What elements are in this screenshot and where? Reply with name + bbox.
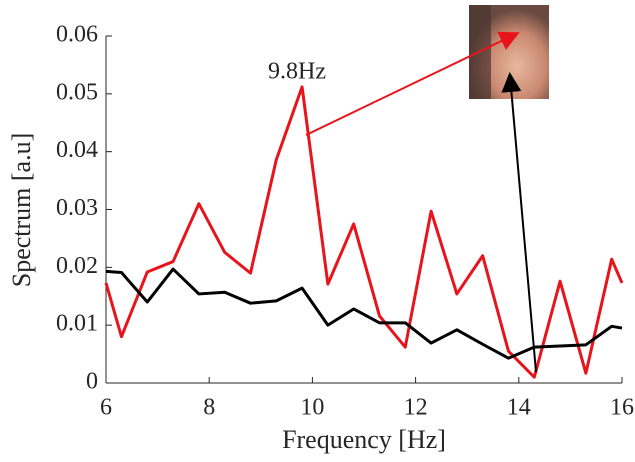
black-arrow [501, 72, 537, 373]
x-tick-label: 12 [404, 395, 428, 421]
y-tick-label: 0.04 [56, 137, 98, 163]
x-tick-label: 6 [100, 395, 112, 421]
x-tick-label: 14 [507, 395, 531, 421]
x-tick-label: 16 [610, 395, 634, 421]
x-tick-label: 10 [300, 395, 324, 421]
red-arrow [305, 31, 520, 136]
x-tick-label: 8 [203, 395, 215, 421]
y-tick-label: 0.01 [56, 311, 98, 337]
plot-area: 0 0.01 0.02 0.03 0.04 0.05 0.06 6 8 10 12 14 16 [56, 22, 634, 421]
y-tick-label: 0.06 [56, 22, 98, 48]
y-tick-label: 0.05 [56, 79, 98, 105]
y-axis-label: Spectrum [a.u] [7, 133, 36, 288]
y-tick-label: 0.03 [56, 195, 98, 221]
y-tick-label: 0 [86, 369, 98, 395]
series-line [105, 267, 623, 360]
y-tick-label: 0.02 [56, 253, 98, 279]
series-line [104, 85, 624, 379]
peak-annotation: 9.8Hz [268, 59, 326, 85]
x-axis-label: Frequency [Hz] [282, 425, 446, 454]
